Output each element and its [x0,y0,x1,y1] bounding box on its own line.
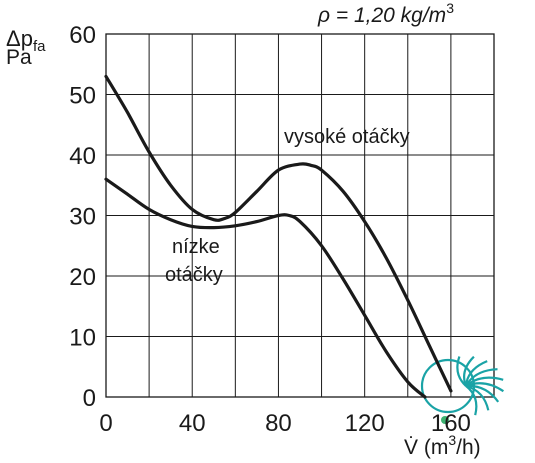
series-line-low-speed [104,177,427,399]
density-note: ρ = 1,20 kg/m3 [317,0,454,27]
x-tick-label: 0 [99,410,112,437]
fan-blade-icon [463,355,475,387]
y-tick-label: 60 [69,22,96,49]
series-line-high-speed [104,74,453,393]
curves [104,74,453,399]
y-tick-label: 50 [69,83,96,110]
x-tick-label: 160 [431,410,471,437]
y-tick-label: 40 [69,143,96,170]
x-axis-label: V̇ (m3/h) [404,432,481,459]
annotation-low-speed-line1: nízke [172,236,220,258]
y-tick-labels: 0 10 20 30 40 50 60 [69,22,96,412]
x-tick-labels: 0 40 80 120 160 [99,410,471,437]
y-tick-label: 10 [69,325,96,352]
y-tick-label: 0 [83,385,96,412]
x-tick-label: 40 [179,410,206,437]
x-tick-label: 120 [345,410,385,437]
plot-frame [105,33,495,398]
fan-blade-icon [465,385,478,416]
fan-blade-icon [465,384,490,411]
x-tick-label: 80 [265,410,292,437]
y-axis-unit: Pa [6,46,32,69]
y-axis-label: Δpfa [6,26,46,55]
fan-blade-icon [456,356,467,387]
fan-logo [420,355,505,424]
annotation-high-speed: vysoké otáčky [284,126,410,148]
y-tick-label: 30 [69,204,96,231]
annotation-low-speed-line2: otáčky [165,264,223,286]
y-tick-label: 20 [69,264,96,291]
